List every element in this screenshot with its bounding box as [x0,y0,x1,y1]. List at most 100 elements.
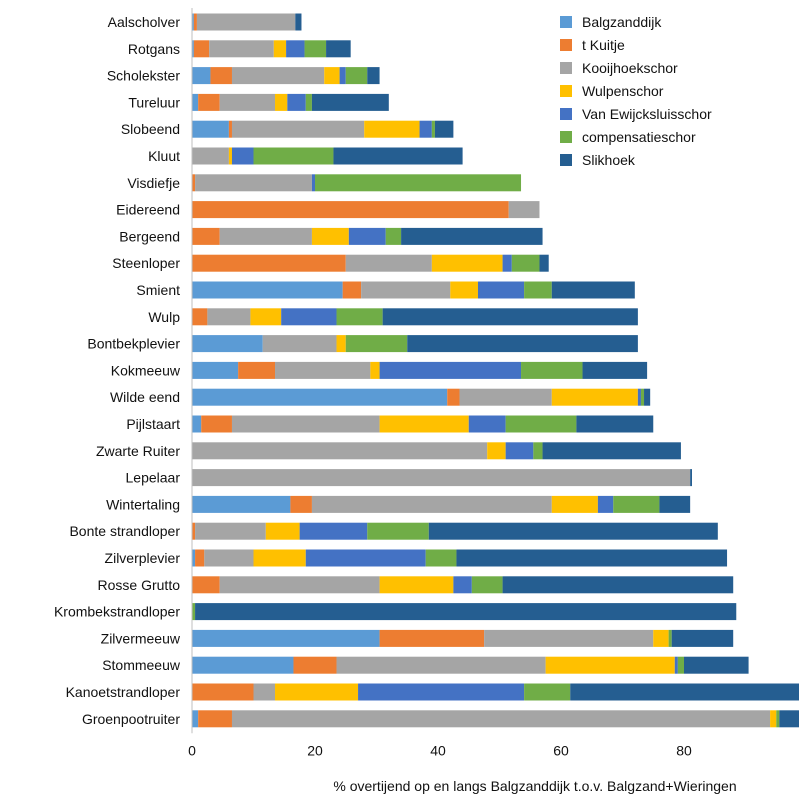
category-label: Scholekster [107,68,180,84]
bar-segment [231,67,325,85]
bar-segment [192,93,199,111]
bar-segment [348,227,386,245]
bar-segment [367,67,380,85]
bar-segment [456,549,728,567]
bar-segment [336,308,383,326]
category-label: Stommeeuw [102,657,181,673]
bar-segment [468,415,506,433]
category-label: Kanoetstrandloper [66,684,181,700]
bar-segment [192,254,346,272]
bar-segment [192,308,208,326]
bar-segment [453,576,472,594]
bar-segment [287,93,306,111]
bar-segment [677,656,684,674]
legend-label: compensatieschor [582,129,696,145]
bar-segment [192,415,202,433]
bar-segment [210,67,232,85]
x-tick-label: 40 [430,742,446,758]
legend-swatch [560,108,572,120]
bar-segment [361,281,451,299]
bar-segment [209,40,274,58]
bar-segment [195,174,312,192]
bar-segment [487,442,506,460]
bar-segment [195,603,737,621]
bar-segment [192,281,343,299]
bar-segment [253,683,276,701]
bar-segment [193,40,210,58]
category-label: Bergeend [119,228,180,244]
bar-segment [576,415,654,433]
bar-segment [684,656,749,674]
bar-segment [671,629,734,647]
bar-segment [231,147,254,165]
bar-segment [250,308,282,326]
bar-segment [275,93,288,111]
bar-segment [275,683,359,701]
legend-swatch [560,16,572,28]
category-label: Bontbekplevier [87,336,180,352]
bar-segment [311,495,552,513]
category-label: Pijlstaart [126,416,180,432]
x-axis-label: % overtijend op en langs Balgzanddijk t.… [333,778,736,794]
legend-label: Wulpenschor [582,83,664,99]
category-label: Zilverplevier [105,550,181,566]
bar-segment [195,549,205,567]
x-tick-label: 80 [676,742,692,758]
category-label: Rotgans [128,41,180,57]
bar-segment [533,442,543,460]
bar-segment [193,13,197,31]
category-label: Wulp [148,309,180,325]
bar-segment [370,361,380,379]
bar-segment [640,388,645,406]
bar-segment [431,120,435,138]
bar-segment [231,415,380,433]
bar-segment [505,415,577,433]
bar-segment [293,656,337,674]
bar-segment [379,629,485,647]
bar-segment [192,201,509,219]
bar-segment [192,495,291,513]
bar-segment [524,281,552,299]
category-label: Kokmeeuw [111,362,181,378]
category-label: Steenloper [112,255,180,271]
bar-segment [545,656,675,674]
legend-swatch [560,62,572,74]
bar-segment [379,415,469,433]
bar-segment [434,120,454,138]
bar-segment [508,201,540,219]
bar-segment [779,710,799,728]
x-axis: % overtijend op en langs Balgzanddijk t.… [188,8,737,794]
bar-segment [653,629,669,647]
bar-segment [231,710,771,728]
bar-segment [204,549,254,567]
bar-segment [342,281,362,299]
bar-segment [238,361,276,379]
bar-segment [776,710,780,728]
legend-label: t Kuitje [582,37,625,53]
bar-segment [502,576,734,594]
category-label: Kluut [148,148,180,164]
bar-segment [192,710,199,728]
legend-label: Kooijhoekschor [582,60,678,76]
category-label: Zilvermeeuw [101,630,181,646]
bar-segment [447,388,460,406]
bar-segment [304,40,327,58]
bar-segment [265,522,300,540]
bar-segment [644,388,651,406]
bar-segment [690,469,692,487]
bar-segment [551,281,635,299]
bar-segment [192,335,263,353]
bar-segment [311,93,389,111]
bar-segment [428,522,718,540]
bar-segment [192,120,229,138]
x-tick-label: 20 [307,742,323,758]
bars-layer [192,13,799,728]
bar-segment [281,308,337,326]
bar-segment [192,603,196,621]
bar-segment [195,522,266,540]
bar-segment [539,254,549,272]
bar-segment [290,495,312,513]
bar-segment [407,335,638,353]
bar-segment [192,388,448,406]
